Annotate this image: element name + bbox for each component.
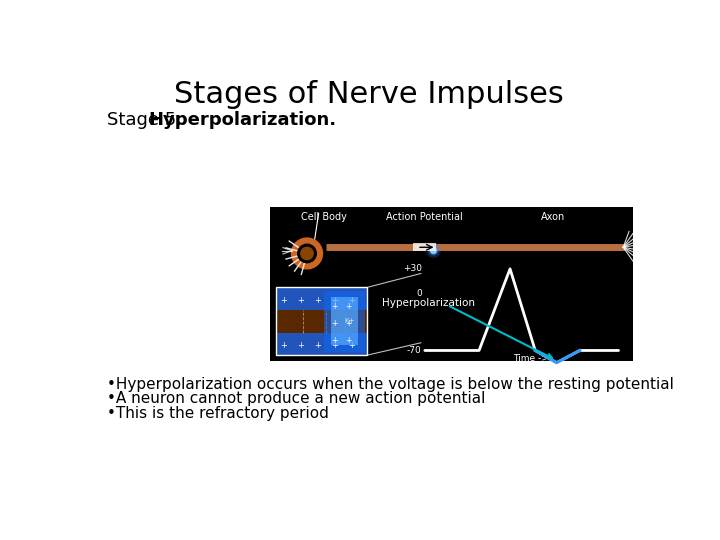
Text: •Hyperpolarization occurs when the voltage is below the resting potential: •Hyperpolarization occurs when the volta… [107,377,674,392]
Text: +: + [315,296,321,306]
Text: 0: 0 [416,289,422,298]
Bar [276,287,367,355]
Text: +: + [346,302,351,311]
Text: +: + [331,296,338,306]
Text: +: + [331,336,338,345]
Bar [276,287,367,310]
Text: •A neuron cannot produce a new action potential: •A neuron cannot produce a new action po… [107,392,485,406]
Bar [276,310,367,333]
Text: K+: K+ [344,318,354,324]
Text: +: + [297,341,305,350]
Text: +: + [348,296,356,306]
Bar [270,207,632,361]
Text: +: + [331,341,338,350]
Text: Stage 5:: Stage 5: [107,111,188,129]
Text: -70: -70 [407,346,422,355]
Text: •This is the refractory period: •This is the refractory period [107,406,329,421]
Text: +30: +30 [402,265,422,273]
Text: +: + [346,319,351,328]
Text: Action Potential: Action Potential [387,212,463,222]
Text: Hyperpolarization.: Hyperpolarization. [148,111,336,129]
Bar [323,291,365,352]
Text: Cell Body: Cell Body [301,212,347,222]
Text: +: + [346,336,351,345]
Circle shape [292,238,323,269]
Text: +: + [331,302,338,311]
Text: +: + [280,296,287,306]
Circle shape [297,244,316,262]
Bar [331,298,359,345]
Text: +: + [331,319,338,328]
Text: Hyperpolarization: Hyperpolarization [382,298,475,308]
Text: +: + [348,341,356,350]
Text: +: + [315,341,321,350]
Text: +: + [280,341,287,350]
Text: +: + [297,296,305,306]
Text: Axon: Axon [541,212,564,222]
Bar [276,333,367,355]
Circle shape [301,247,313,260]
Text: Time ->: Time -> [513,354,549,362]
Text: Stages of Nerve Impulses: Stages of Nerve Impulses [174,80,564,109]
Bar [413,244,436,251]
